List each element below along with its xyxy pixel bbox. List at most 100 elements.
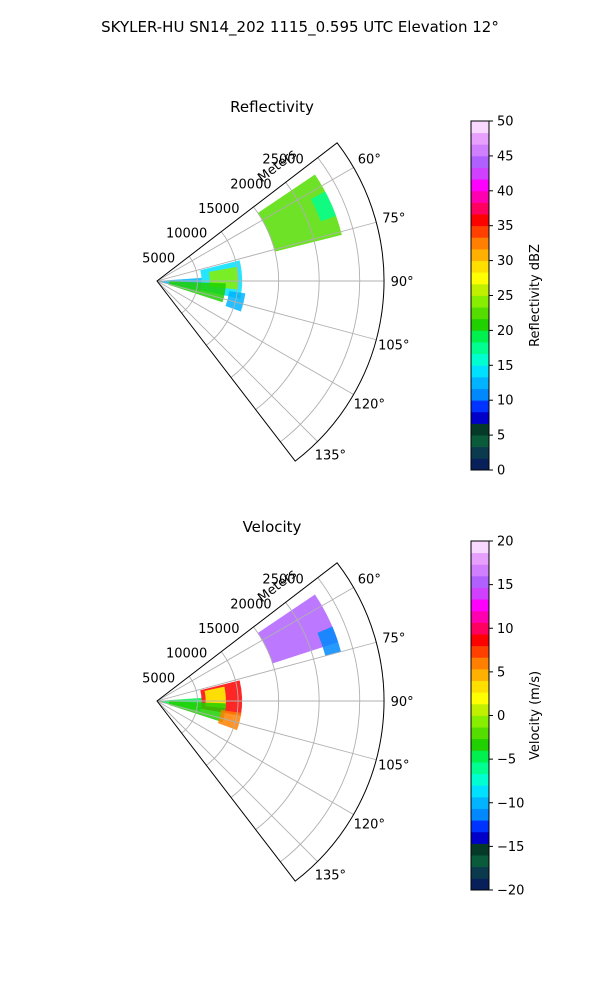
azimuth-tick-label: 75° — [382, 212, 405, 227]
colorbar-swatch — [471, 423, 489, 436]
colorbar-tick-label: 10 — [497, 622, 514, 637]
colorbar-swatch — [471, 703, 489, 716]
range-ring — [280, 577, 361, 863]
colorbar-swatch — [471, 738, 489, 751]
colorbar-tick-label: 30 — [497, 254, 514, 269]
colorbar-swatch — [471, 645, 489, 658]
range-ring — [206, 651, 239, 766]
azimuth-tick-label: 90° — [391, 695, 414, 710]
colorbar-tick-label: 15 — [497, 359, 514, 374]
azimuth-line — [156, 641, 377, 702]
range-ring — [255, 182, 320, 410]
echo-region — [204, 686, 226, 709]
colorbar-tick-label: 0 — [497, 709, 505, 724]
colorbar-swatch — [471, 762, 489, 775]
azimuth-tick-label: 120° — [354, 818, 385, 833]
colorbar-swatch — [471, 342, 489, 355]
range-tick-label: 20000 — [230, 177, 271, 192]
colorbar-swatch — [471, 692, 489, 705]
colorbar-swatch — [471, 214, 489, 227]
colorbar-tick-label: 5 — [497, 429, 505, 444]
azimuth-line — [156, 700, 354, 815]
range-tick-label: 20000 — [230, 597, 271, 612]
range-tick-label: 5000 — [142, 251, 175, 266]
reflectivity-panel: Reflectivity500010000150002000025000Mete… — [142, 98, 543, 479]
colorbar-swatch — [471, 446, 489, 459]
azimuth-tick-label: 105° — [378, 338, 409, 353]
colorbar-tick-label: 20 — [497, 535, 514, 550]
colorbar-swatch — [471, 773, 489, 786]
colorbar-swatch — [471, 610, 489, 623]
colorbar-swatch — [471, 202, 489, 215]
azimuth-tick-label: 90° — [391, 275, 414, 290]
range-ring — [280, 157, 361, 443]
colorbar-swatch — [471, 458, 489, 471]
colorbar-tick-label: −10 — [497, 796, 524, 811]
colorbar-swatch — [471, 727, 489, 740]
colorbar-tick-label: −15 — [497, 840, 524, 855]
azimuth-line — [156, 280, 377, 341]
colorbar-swatch — [471, 622, 489, 635]
colorbar-tick-label: 10 — [497, 394, 514, 409]
azimuth-tick-label: 135° — [315, 868, 346, 883]
azimuth-line — [156, 587, 354, 702]
azimuth-tick-label: 60° — [358, 572, 381, 587]
colorbar-tick-label: 45 — [497, 149, 514, 164]
colorbar-swatch — [471, 167, 489, 180]
colorbar-swatch — [471, 260, 489, 273]
range-tick-label: 10000 — [166, 647, 207, 662]
azimuth-tick-label: 75° — [382, 632, 405, 647]
azimuth-tick-label: 60° — [358, 152, 381, 167]
colorbar-swatch — [471, 750, 489, 763]
echo-region — [317, 626, 342, 656]
range-ring — [181, 676, 198, 734]
colorbar-swatch — [471, 878, 489, 891]
colorbar-tick-label: 0 — [497, 464, 505, 479]
colorbar-tick-label: −20 — [497, 884, 524, 899]
colorbar-swatch — [471, 785, 489, 798]
colorbar-tick-label: 5 — [497, 665, 505, 680]
colorbar-swatch — [471, 668, 489, 681]
colorbar-swatch — [471, 388, 489, 401]
colorbar-swatch — [471, 121, 489, 134]
azimuth-line — [156, 221, 377, 282]
colorbar-swatch — [471, 272, 489, 285]
azimuth-tick-label: 105° — [378, 758, 409, 773]
colorbar-swatch — [471, 564, 489, 577]
echo-region — [310, 191, 337, 222]
colorbar-swatch — [471, 248, 489, 261]
range-ring — [230, 626, 280, 798]
azimuth-line — [156, 700, 318, 862]
colorbar-swatch — [471, 132, 489, 145]
echo-region — [257, 174, 342, 252]
range-tick-label: 10000 — [166, 227, 207, 242]
colorbar-swatch — [471, 796, 489, 809]
colorbar-swatch — [471, 552, 489, 565]
colorbar-swatch — [471, 318, 489, 331]
colorbar-swatch — [471, 330, 489, 343]
colorbar-swatch — [471, 144, 489, 157]
colorbar-swatch — [471, 575, 489, 588]
range-tick-label: 15000 — [198, 202, 239, 217]
colorbar-swatch — [471, 190, 489, 203]
range-tick-label: 25000 — [262, 573, 303, 588]
azimuth-tick-label: 120° — [354, 398, 385, 413]
colorbar-swatch — [471, 657, 489, 670]
colorbar-tick-label: −5 — [497, 753, 516, 768]
colorbar-swatch — [471, 435, 489, 448]
colorbar-tick-label: 40 — [497, 184, 514, 199]
sector-frame — [156, 142, 385, 462]
azimuth-tick-label: 135° — [315, 448, 346, 463]
colorbar-swatch — [471, 411, 489, 424]
colorbar-tick-label: 25 — [497, 289, 514, 304]
colorbar-swatch — [471, 843, 489, 856]
panel-title: Velocity — [243, 518, 302, 536]
colorbar-swatch — [471, 353, 489, 366]
colorbar-swatch — [471, 808, 489, 821]
colorbar-label: Reflectivity dBZ — [528, 244, 543, 347]
colorbar-swatch — [471, 599, 489, 612]
colorbar-tick-label: 20 — [497, 324, 514, 339]
range-ring — [255, 602, 320, 830]
